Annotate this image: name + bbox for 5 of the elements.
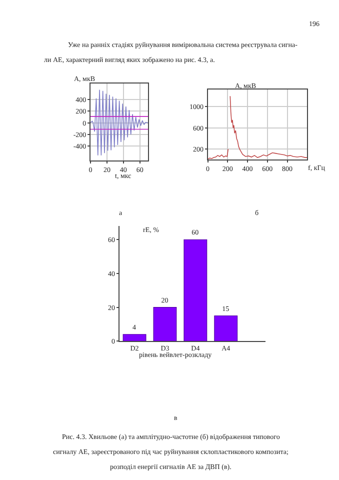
line-series: [90, 89, 148, 156]
bar: [153, 307, 177, 342]
bar: [214, 315, 238, 342]
bar: [184, 239, 208, 342]
bar: [122, 334, 146, 342]
